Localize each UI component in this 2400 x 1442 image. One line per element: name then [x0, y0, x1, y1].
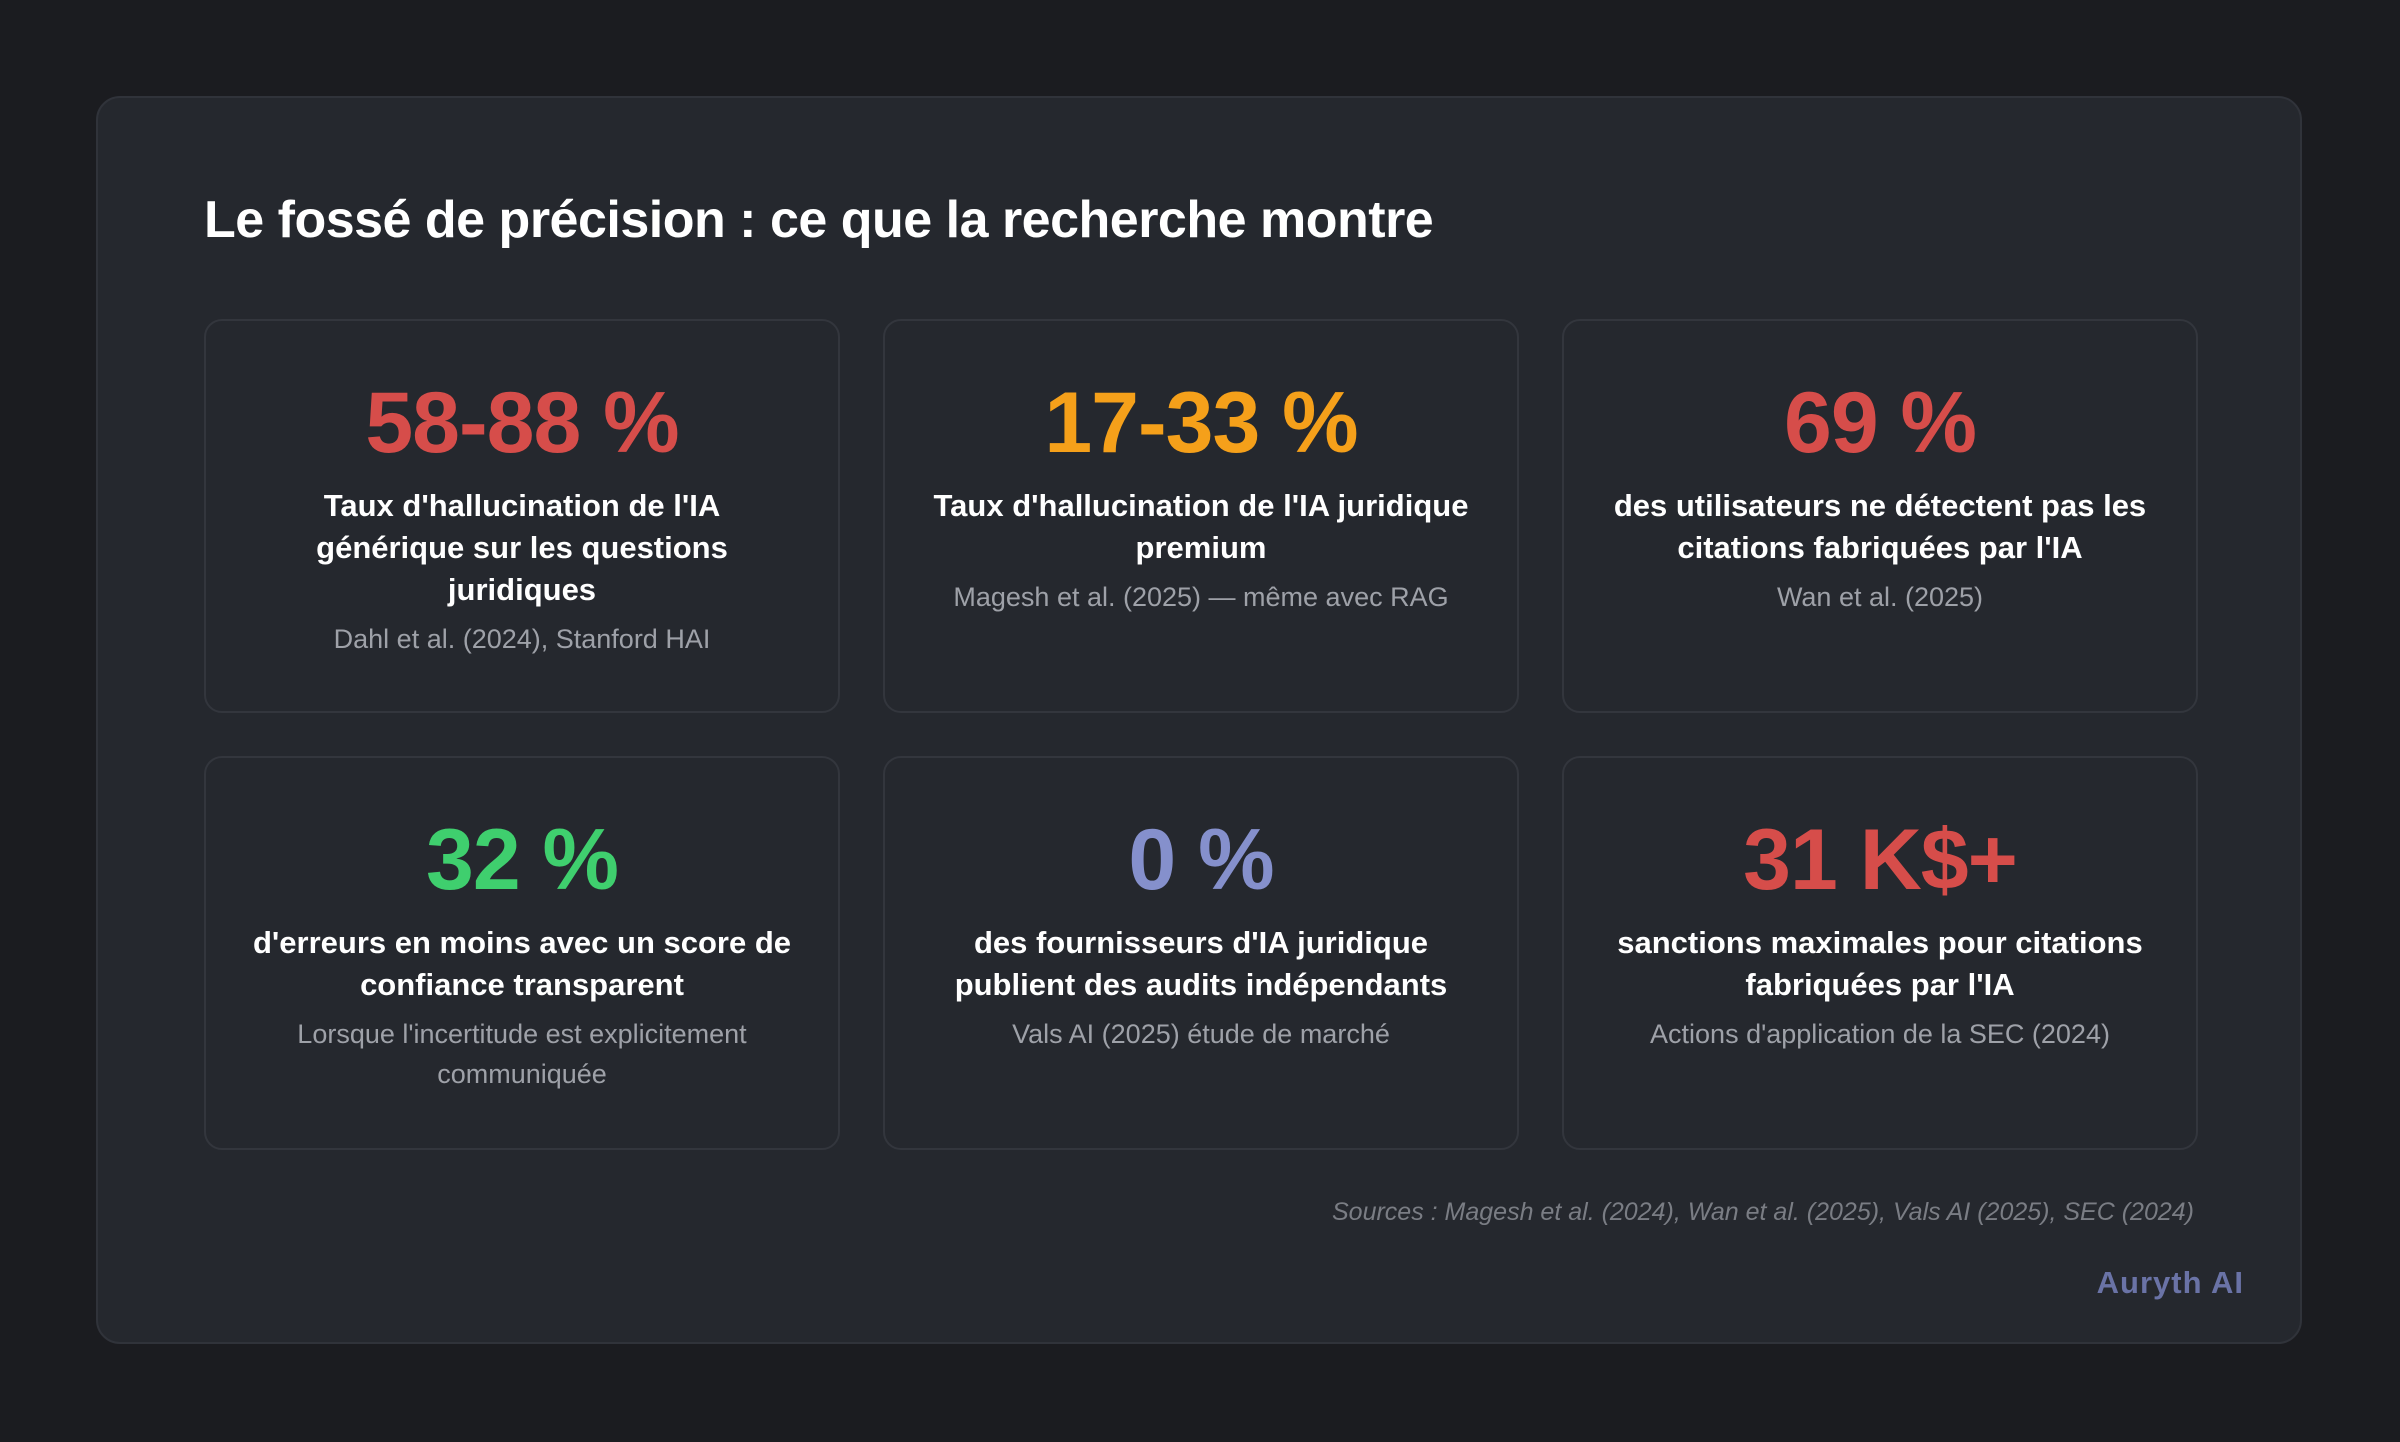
sources-footnote: Sources : Magesh et al. (2024), Wan et a…: [1332, 1198, 2194, 1226]
stat-label: sanctions maximales pour citations fabri…: [1617, 925, 2143, 1002]
stat-value: 17-33 %: [1044, 375, 1358, 471]
stat-value: 69 %: [1783, 375, 1977, 471]
stat-label: Taux d'hallucination de l'IA juridique p…: [933, 488, 1469, 565]
stat-source: Wan et al. (2025): [1776, 582, 1984, 612]
stat-card: 17-33 % Taux d'hallucination de l'IA jur…: [883, 319, 1519, 713]
stat-card: 31 K$+ sanctions maximales pour citation…: [1562, 756, 2198, 1150]
stat-value: 58-88 %: [365, 375, 679, 471]
stat-value: 0 %: [1128, 812, 1274, 908]
stat-source: Magesh et al. (2025) — même avec RAG: [953, 582, 1449, 612]
stats-panel: Le fossé de précision : ce que la recher…: [96, 96, 2302, 1344]
stat-value: 32 %: [425, 812, 619, 908]
stat-card: 0 % des fournisseurs d'IA juridique publ…: [883, 756, 1519, 1150]
stat-source: Actions d'application de la SEC (2024): [1650, 1019, 2110, 1049]
stat-label: des utilisateurs ne détectent pas les ci…: [1613, 488, 2147, 565]
stat-source: Vals AI (2025) étude de marché: [1012, 1019, 1390, 1049]
stat-label: des fournisseurs d'IA juridique publient…: [954, 925, 1448, 1002]
stat-source: Dahl et al. (2024), Stanford HAI: [333, 624, 711, 654]
stats-grid: 58-88 % Taux d'hallucination de l'IA gén…: [204, 319, 2198, 1150]
stat-value: 31 K$+: [1743, 812, 2018, 908]
page-title: Le fossé de précision : ce que la recher…: [204, 191, 1434, 249]
stat-card: 32 % d'erreurs en moins avec un score de…: [204, 756, 840, 1150]
stat-card: 69 % des utilisateurs ne détectent pas l…: [1562, 319, 2198, 713]
stat-source: Lorsque l'incertitude est explicitement …: [297, 1019, 747, 1089]
brand-logo: Auryth AI: [2096, 1265, 2244, 1300]
stat-label: Taux d'hallucination de l'IA générique s…: [316, 488, 728, 607]
stat-card: 58-88 % Taux d'hallucination de l'IA gén…: [204, 319, 840, 713]
stat-label: d'erreurs en moins avec un score de conf…: [252, 925, 792, 1002]
